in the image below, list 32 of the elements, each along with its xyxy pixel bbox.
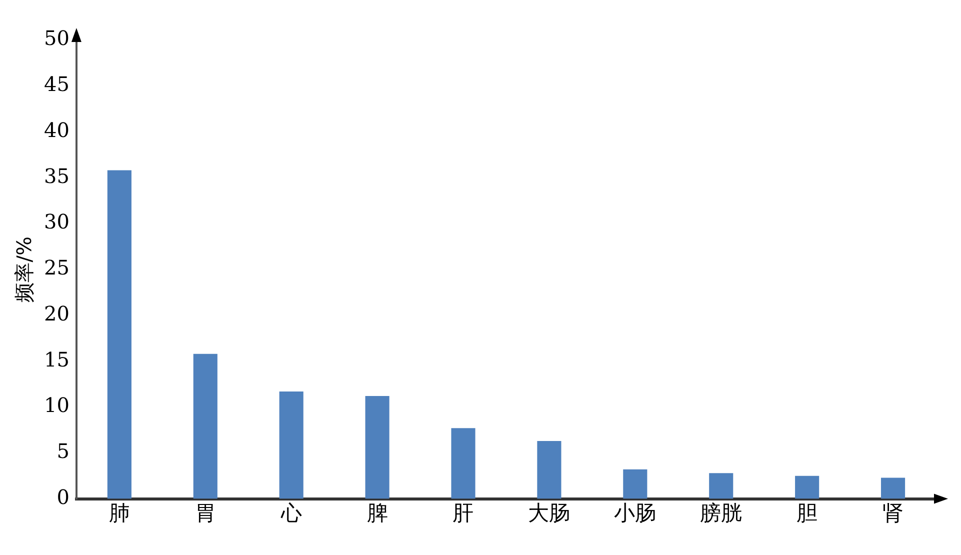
y-tick-label: 0 [56, 485, 70, 510]
bar [880, 478, 906, 499]
x-tick-label: 心 [280, 500, 302, 525]
y-tick-label: 5 [56, 439, 70, 464]
y-tick-label: 35 [44, 164, 70, 188]
y-tick-label: 10 [44, 393, 70, 418]
y-tick-label: 15 [44, 347, 70, 372]
x-tick-label: 胆 [796, 500, 818, 525]
x-tick-label: 肝 [452, 500, 474, 525]
bar [451, 428, 476, 499]
x-tick-label: 大肠 [528, 500, 570, 525]
bar [279, 391, 304, 499]
bar [795, 476, 820, 499]
bar [537, 440, 562, 499]
bar [709, 473, 734, 499]
y-tick-label: 50 [44, 26, 70, 50]
y-tick-label: 45 [44, 72, 70, 96]
y-tick-label: 40 [44, 118, 70, 142]
y-tick-label: 25 [44, 256, 70, 280]
y-tick-label: 20 [44, 301, 70, 326]
x-tick-label: 胃 [194, 500, 216, 525]
bar [623, 469, 648, 499]
x-tick-label: 脾 [366, 500, 388, 525]
x-tick-label: 小肠 [614, 500, 656, 525]
x-tick-label: 膀胱 [700, 500, 742, 525]
x-tick-label: 肺 [108, 500, 130, 525]
bar [107, 170, 132, 499]
x-tick-label: 肾 [882, 500, 904, 525]
bar [193, 354, 218, 499]
y-axis-title: 频率/% [12, 236, 36, 302]
y-tick-label: 30 [44, 210, 70, 234]
bar [365, 396, 390, 499]
